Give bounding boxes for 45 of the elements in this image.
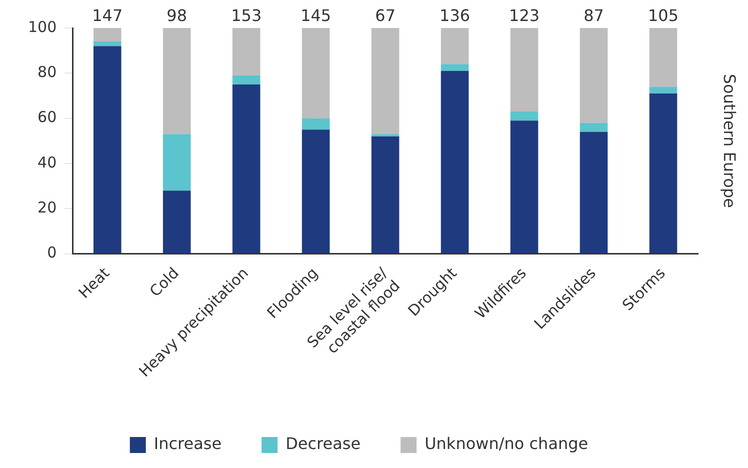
bar (93, 42, 122, 46)
bar (302, 28, 330, 118)
y-tick-label: 60 (38, 108, 57, 126)
y-tick-label: 20 (38, 198, 57, 217)
bar (510, 28, 538, 112)
y-tick-label: 80 (38, 63, 57, 82)
bar (162, 28, 191, 134)
annotation: 153 (231, 6, 262, 26)
bar (649, 93, 678, 254)
y-tick-label: 40 (38, 153, 57, 172)
legend-label: Unknown/no change (424, 434, 588, 454)
bar (232, 84, 260, 254)
y-tick-label: 100 (28, 18, 57, 36)
bar (440, 64, 469, 71)
bar (93, 28, 122, 42)
bar (649, 86, 678, 94)
annotation: 87 (584, 6, 604, 26)
annotation: 67 (375, 6, 396, 26)
bar (371, 28, 400, 134)
legend-label: Decrease (286, 434, 361, 454)
annotation: 147 (92, 6, 123, 26)
bar (510, 112, 538, 121)
bar (93, 46, 122, 254)
bar (232, 28, 260, 76)
bar (580, 132, 608, 254)
bar (232, 75, 260, 84)
bar (302, 130, 330, 254)
annotation: 105 (648, 6, 679, 26)
bar (371, 136, 400, 254)
annotation: 145 (300, 6, 332, 26)
bar (580, 122, 608, 132)
annotation: 98 (166, 6, 188, 26)
bar (162, 190, 191, 254)
bar (440, 28, 469, 64)
bar (162, 134, 191, 191)
annotation: 136 (440, 6, 470, 26)
y-tick-label: 0 (47, 244, 57, 262)
legend-label: Increase (154, 434, 222, 454)
bar (510, 120, 538, 254)
bar (302, 118, 330, 130)
bar (440, 70, 469, 254)
y2-axis-title: Southern Europe (720, 74, 739, 208)
bar (649, 28, 678, 87)
annotation: 123 (509, 6, 540, 26)
bar (580, 28, 608, 123)
